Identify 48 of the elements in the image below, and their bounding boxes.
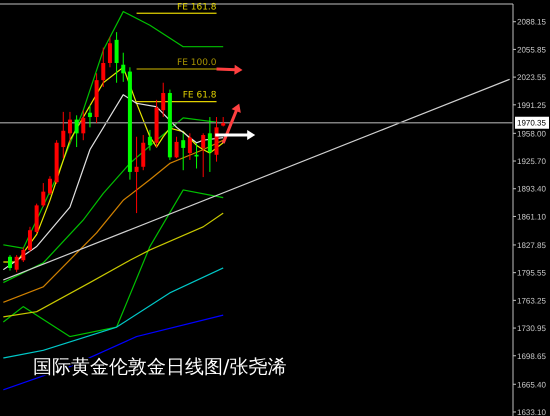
y-tick-label: 1958.00 bbox=[517, 129, 546, 138]
candlestick bbox=[101, 47, 106, 88]
candlestick bbox=[41, 182, 46, 208]
candlestick bbox=[108, 36, 112, 68]
candlestick bbox=[21, 246, 26, 262]
y-tick-label: 1698.65 bbox=[517, 352, 546, 361]
y-tick-label: 1730.95 bbox=[517, 324, 546, 334]
candlestick bbox=[48, 176, 52, 196]
series-label: FE 61.8 bbox=[182, 90, 217, 101]
candlestick bbox=[81, 110, 86, 141]
candlestick bbox=[208, 116, 212, 172]
ref-line-label: 1970.35 bbox=[517, 118, 546, 128]
line-series bbox=[2, 212, 224, 318]
candlestick bbox=[181, 132, 186, 171]
y-tick-label: 1763.25 bbox=[517, 296, 546, 306]
series-label: FE 161.8 bbox=[177, 2, 217, 12]
candlestick bbox=[134, 136, 139, 214]
y-tick-label: 1991.25 bbox=[517, 100, 546, 110]
y-tick-label: 2023.55 bbox=[517, 73, 546, 82]
y-tick-label: 1665.40 bbox=[517, 380, 546, 390]
candlestick bbox=[88, 104, 92, 128]
line-series bbox=[2, 189, 224, 338]
candlestick bbox=[148, 129, 152, 151]
candlestick bbox=[14, 254, 19, 273]
line-series bbox=[2, 267, 224, 359]
candlestick bbox=[68, 111, 72, 144]
y-tick-label: 1893.40 bbox=[517, 184, 546, 194]
y-tick-label: 2055.85 bbox=[517, 45, 546, 54]
line-series bbox=[2, 140, 224, 303]
series-label: FE 100.0 bbox=[177, 58, 217, 68]
candlestick bbox=[121, 52, 126, 82]
candlestick bbox=[8, 254, 12, 272]
candlestick bbox=[188, 132, 192, 160]
y-tick-label: 1861.10 bbox=[517, 212, 546, 222]
y-tick-label: 2088.15 bbox=[517, 18, 546, 27]
line-series bbox=[2, 10, 224, 249]
candlestick bbox=[221, 116, 226, 127]
y-tick-label: 1827.85 bbox=[517, 240, 546, 250]
candlestick bbox=[174, 136, 179, 159]
candlestick bbox=[61, 111, 66, 159]
candlestick bbox=[114, 32, 119, 84]
y-tick-label: 1795.55 bbox=[517, 268, 546, 278]
y-tick-label: 1633.10 bbox=[517, 408, 546, 416]
candlestick bbox=[161, 82, 166, 118]
candlestick bbox=[74, 114, 79, 148]
candlestick bbox=[201, 132, 206, 178]
y-tick-label: 1925.70 bbox=[517, 157, 546, 166]
candlestick bbox=[28, 226, 32, 252]
